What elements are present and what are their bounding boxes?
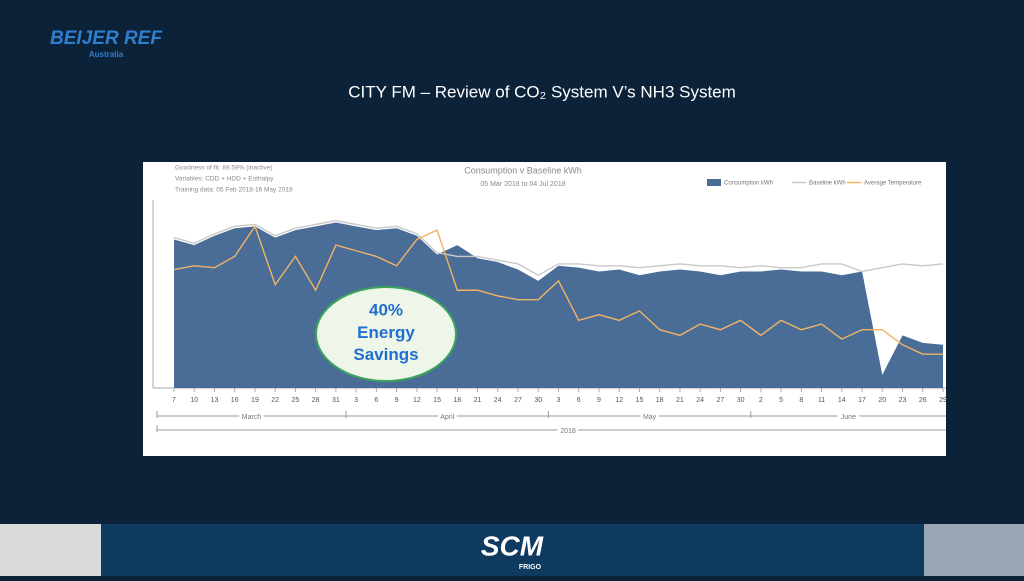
logo-brand: BEIJER REF xyxy=(50,28,163,49)
x-tick-label: 11 xyxy=(818,397,825,404)
x-tick-label: 18 xyxy=(656,397,664,404)
footer-left xyxy=(0,524,101,576)
legend-swatch xyxy=(707,179,721,186)
x-tick-label: 25 xyxy=(292,397,300,404)
chart-note: Goodness of fit: 89.59% (inactive) xyxy=(175,165,273,172)
x-tick-label: 9 xyxy=(395,397,399,404)
series-line xyxy=(173,219,944,277)
chart-subtitle: 05 Mar 2018 to 04 Jul 2018 xyxy=(480,181,565,188)
x-tick-label: 21 xyxy=(474,397,482,404)
callout-text-box: Energy Savings xyxy=(353,323,419,364)
chart-note: Variables: CDD + HDD + Enthalpy xyxy=(175,176,274,183)
legend-label: Baseline kWh xyxy=(809,181,846,187)
callout xyxy=(315,286,457,382)
x-tick-label: 18 xyxy=(453,397,461,404)
x-tick-label: 2 xyxy=(759,397,763,404)
heading: CITY FM – Review of CO₂ System V’s NH3 S… xyxy=(348,82,736,101)
x-tick-label: 3 xyxy=(354,397,358,404)
x-tick-label: 5 xyxy=(779,397,783,404)
x-tick-label: 28 xyxy=(312,397,320,404)
x-tick-label: 19 xyxy=(251,397,259,404)
x-tick-label: 20 xyxy=(878,397,886,404)
x-tick-label: 16 xyxy=(231,397,239,404)
logo-region: Australia xyxy=(89,50,124,59)
footer-right xyxy=(924,524,1024,576)
footer-sub: FRIGO xyxy=(519,564,542,571)
month-label: April xyxy=(440,414,454,421)
x-tick-label: 8 xyxy=(799,397,803,404)
chart-title: Consumption v Baseline kWh xyxy=(464,165,582,175)
x-tick-label: 10 xyxy=(190,397,198,404)
x-tick-label: 21 xyxy=(676,397,684,404)
x-tick-label: 9 xyxy=(597,397,601,404)
x-tick-label: 3 xyxy=(557,397,561,404)
year-label: 2018 xyxy=(560,428,576,435)
x-tick-label: 31 xyxy=(332,397,340,404)
x-tick-label: 23 xyxy=(899,397,907,404)
x-tick-label: 12 xyxy=(615,397,623,404)
month-label: March xyxy=(242,414,262,421)
x-tick-label: 15 xyxy=(636,397,644,404)
callout-text: Energy Savings xyxy=(353,323,419,364)
legend-label: Consumption kWh xyxy=(724,181,773,187)
x-tick-label: 6 xyxy=(374,397,378,404)
x-tick-label: 24 xyxy=(494,397,502,404)
x-tick-label: 30 xyxy=(534,397,542,404)
x-tick-label: 14 xyxy=(838,397,846,404)
x-tick-label: 24 xyxy=(696,397,704,404)
x-tick-label: 7 xyxy=(172,397,176,404)
x-tick-label: 13 xyxy=(211,397,219,404)
x-tick-label: 6 xyxy=(577,397,581,404)
x-tick-label: 30 xyxy=(737,397,745,404)
x-tick-label: 17 xyxy=(858,397,866,404)
x-tick-label: 29 xyxy=(939,397,947,404)
month-label: May xyxy=(643,414,657,421)
x-tick-label: 27 xyxy=(514,397,522,404)
legend-label: Average Temperature xyxy=(864,181,922,187)
callout-value: 40% xyxy=(369,300,403,319)
footer xyxy=(0,524,1024,576)
month-label: June xyxy=(841,414,856,421)
footer-brand: SCM xyxy=(481,530,544,561)
chart-note: Training data: 05 Feb 2018-16 May 2018 xyxy=(175,187,293,194)
x-tick-label: 26 xyxy=(919,397,927,404)
x-tick-label: 27 xyxy=(716,397,724,404)
x-tick-label: 15 xyxy=(433,397,441,404)
x-tick-label: 22 xyxy=(271,397,279,404)
x-tick-label: 12 xyxy=(413,397,421,404)
series-line xyxy=(173,224,943,355)
